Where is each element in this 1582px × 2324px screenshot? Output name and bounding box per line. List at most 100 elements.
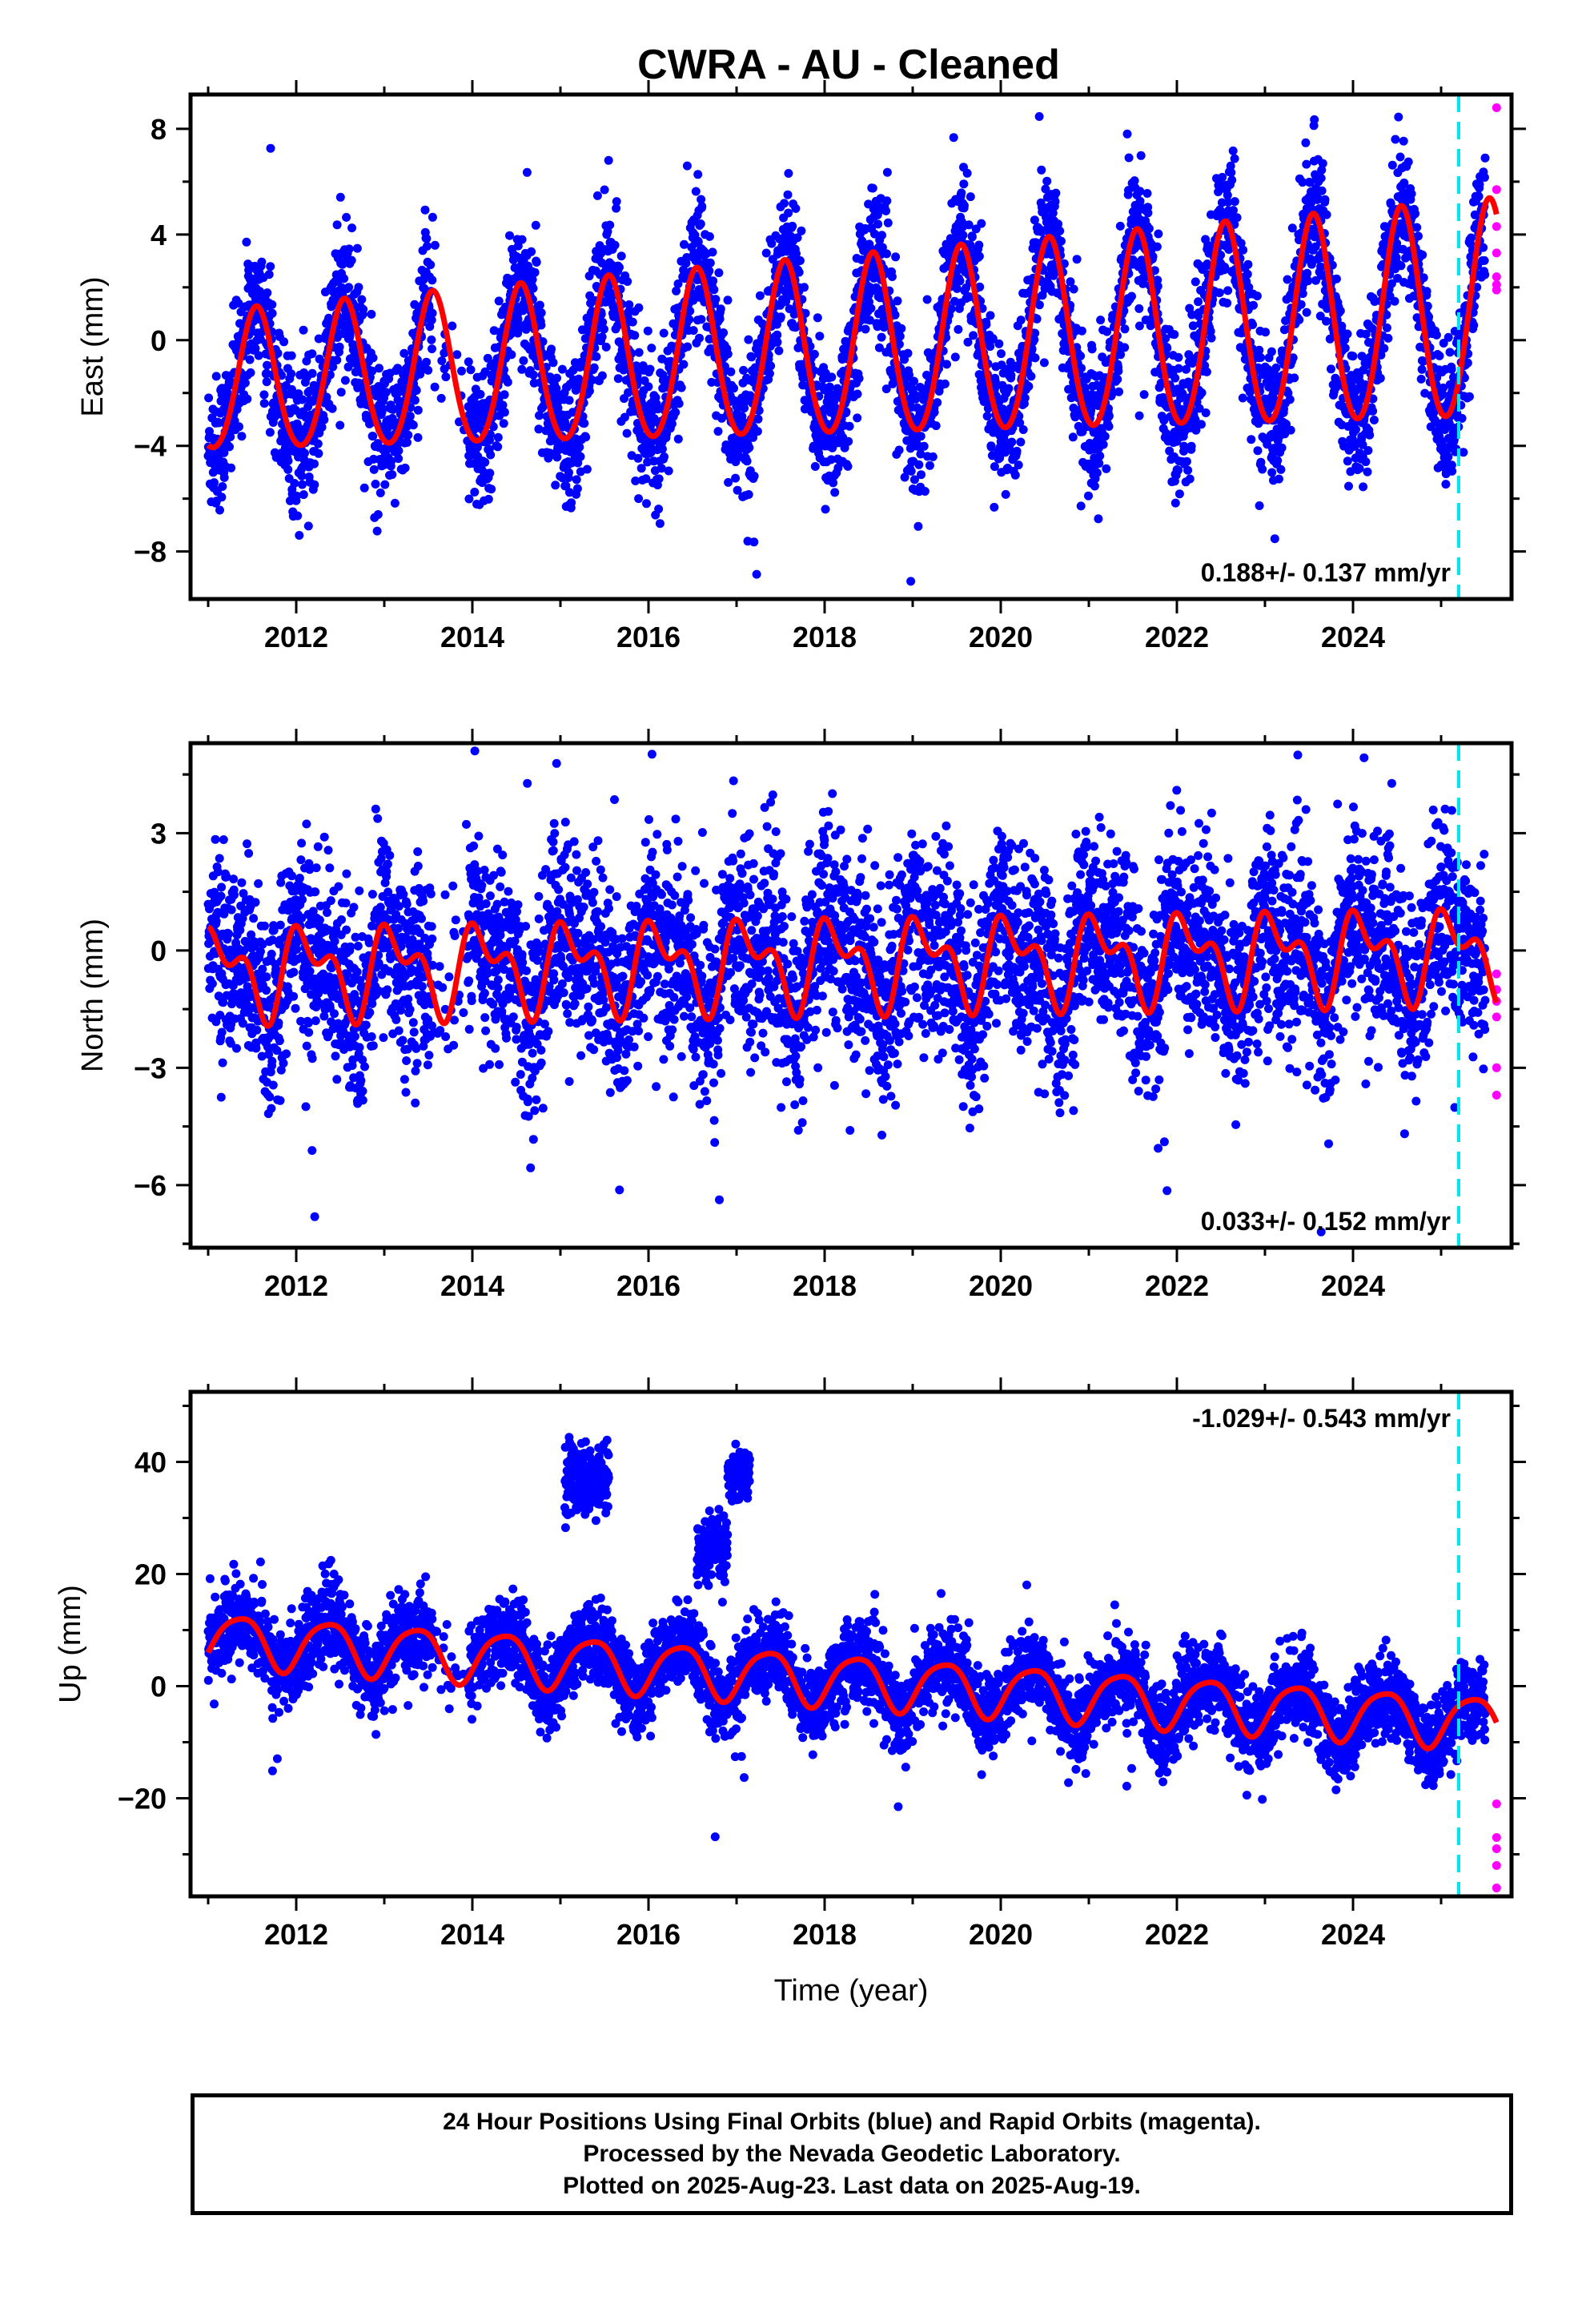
data-point [1255,345,1264,355]
data-point [654,474,664,484]
data-point [733,485,742,495]
data-point [853,413,862,423]
data-point [673,434,683,444]
data-point [381,388,391,397]
data-point [530,267,540,277]
data-point [1298,289,1307,299]
data-point [1270,534,1279,544]
data-point [711,295,721,304]
data-point [568,365,578,375]
data-point [959,201,969,211]
data-point [716,304,725,314]
data-point [343,362,353,372]
data-point [1335,306,1345,316]
data-point [815,332,825,341]
data-point [697,315,706,324]
data-point [1174,465,1183,475]
data-point [752,569,761,579]
data-point [441,372,451,382]
data-point [715,314,725,324]
data-point [883,218,893,227]
data-point [1207,333,1216,343]
data-point [744,335,753,344]
data-point [783,190,793,199]
data-point [667,419,677,428]
data-point [527,247,536,256]
data-point [1271,363,1281,372]
data-point [957,188,966,198]
data-point [1185,474,1195,484]
data-point [624,300,634,309]
data-point [564,396,574,405]
data-point [1114,387,1123,396]
data-point [1098,440,1108,449]
data-point [273,348,283,358]
data-point [949,133,958,143]
data-point [597,332,607,342]
data-point [1337,321,1347,331]
data-point [1007,437,1017,447]
data-point [298,480,307,489]
data-point [753,427,762,436]
data-point [534,424,544,434]
data-point [1170,498,1180,508]
data-point [1301,138,1311,147]
data-point [552,373,561,383]
data-point [622,428,632,438]
data-point [882,196,892,206]
data-point [1055,226,1065,235]
data-point [696,219,705,229]
data-point [1014,460,1023,470]
data-point [293,511,303,521]
data-point [587,375,596,384]
data-point [368,353,378,363]
data-point [962,168,972,178]
data-point [719,328,729,337]
data-point [644,382,653,392]
data-point [420,283,429,293]
data-point [485,468,495,478]
data-point [745,443,754,452]
data-point [300,448,309,458]
data-point [1016,437,1026,447]
data-point [641,474,651,484]
data-point [299,490,308,500]
data-point [1238,393,1247,403]
data-point [794,267,804,277]
data-point [1390,296,1399,306]
data-point [1267,347,1276,356]
data-point [656,464,666,473]
data-point [572,475,581,485]
data-point [605,220,615,230]
data-point [753,414,763,424]
data-point [1227,168,1236,177]
data-point [1351,424,1360,434]
data-point [600,185,609,195]
data-point [427,316,436,325]
data-point [390,498,400,508]
data-point [1416,374,1426,384]
data-point [547,344,556,354]
data-point [476,389,485,399]
data-point [367,309,376,319]
data-point [235,422,243,432]
data-point [428,308,437,318]
data-point [994,339,1004,348]
data-point [754,406,764,416]
data-point [1016,316,1026,325]
data-point [322,392,331,402]
data-point [483,353,492,363]
data-point [422,357,432,367]
data-point [990,502,999,512]
data-point [332,220,342,230]
data-point [1391,135,1400,144]
data-point [1239,245,1248,255]
data-point [1275,474,1283,484]
data-point [1223,299,1232,308]
data-point [347,255,356,265]
data-point [914,460,924,469]
data-point [548,358,558,368]
data-point [342,212,351,222]
data-point [457,366,466,376]
data-point [749,472,759,480]
